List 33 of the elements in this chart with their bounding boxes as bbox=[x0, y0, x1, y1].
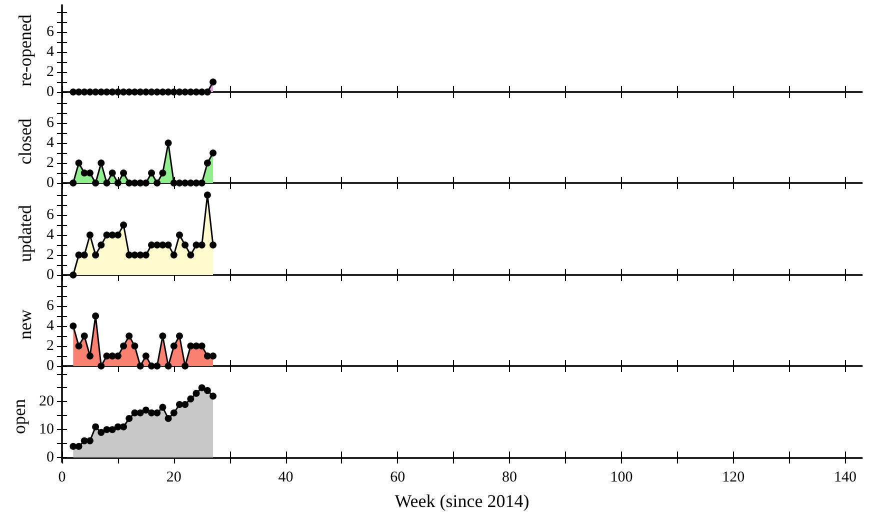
y-tick-label: 0 bbox=[46, 175, 54, 192]
y-tick-label: 4 bbox=[46, 44, 54, 60]
y-tick-label: 0 bbox=[46, 449, 54, 466]
y-tick-label: 6 bbox=[46, 298, 54, 314]
y-tick-label: 6 bbox=[46, 24, 54, 40]
x-tick-label: 60 bbox=[390, 469, 406, 486]
y-tick-label: 0 bbox=[46, 358, 54, 374]
y-tick-label: 6 bbox=[46, 115, 54, 132]
x-tick-label: 0 bbox=[58, 469, 66, 486]
y-tick-label: 2 bbox=[46, 155, 54, 172]
y-tick-label: 2 bbox=[46, 64, 54, 80]
y-axis-title: updated bbox=[15, 204, 35, 262]
y-tick-label: 10 bbox=[39, 421, 54, 438]
y-axis-title: new bbox=[15, 310, 35, 340]
y-tick-label: 6 bbox=[46, 206, 54, 223]
y-tick-label: 4 bbox=[46, 135, 54, 152]
y-tick-label: 2 bbox=[46, 338, 54, 354]
x-tick-label: 120 bbox=[722, 469, 745, 486]
y-tick-label: 0 bbox=[46, 84, 54, 100]
x-tick-label: 100 bbox=[610, 469, 633, 486]
x-tick-label: 20 bbox=[166, 469, 182, 486]
x-tick-label: 40 bbox=[278, 469, 294, 486]
y-tick-label: 4 bbox=[46, 226, 54, 243]
y-tick-label: 20 bbox=[39, 393, 54, 410]
y-axis-title: open bbox=[9, 398, 30, 434]
x-axis-title: Week (since 2014) bbox=[394, 490, 530, 511]
x-tick-label: 140 bbox=[834, 469, 856, 486]
y-axis-title: closed bbox=[15, 118, 35, 165]
x-tick-label: 80 bbox=[502, 469, 518, 486]
y-tick-label: 4 bbox=[46, 318, 54, 334]
y-axis-title: re-opened bbox=[15, 14, 35, 86]
y-tick-label: 2 bbox=[46, 246, 54, 263]
y-tick-label: 0 bbox=[46, 266, 54, 283]
